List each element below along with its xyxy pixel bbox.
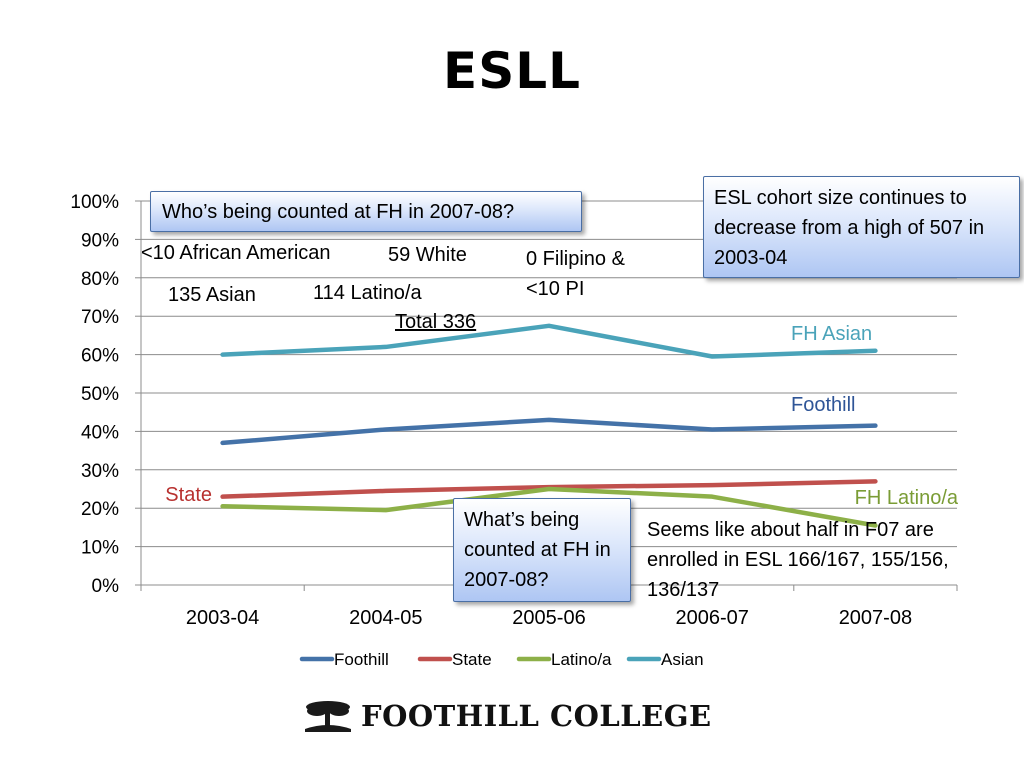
who-counted-callout: Who’s being counted at FH in 2007-08? — [150, 191, 582, 232]
y-tick-label: 30% — [81, 461, 119, 482]
y-tick-label: 100% — [70, 192, 119, 213]
legend-label-foothill: Foothill — [334, 650, 389, 669]
filipino-line-2: <10 PI — [526, 278, 585, 300]
series-line-foothill — [220, 417, 878, 446]
y-tick-label: 50% — [81, 384, 119, 405]
latino-note: 114 Latino/a — [313, 282, 422, 304]
white-note: 59 White — [388, 244, 467, 266]
slide-title: ESLL — [443, 42, 581, 100]
cohort-text: ESL cohort size continues to decrease fr… — [714, 187, 985, 269]
x-tick-label: 2006-07 — [675, 607, 748, 629]
asian-note: 135 Asian — [168, 284, 256, 306]
filipino-note: 0 Filipino & <10 PI — [526, 244, 625, 304]
series-label-latino-a: FH Latino/a — [855, 487, 959, 509]
x-tick-label: 2005-06 — [512, 607, 585, 629]
african-american-note: <10 African American — [141, 242, 331, 264]
x-tick-label: 2004-05 — [349, 607, 422, 629]
series-line-asian — [220, 323, 878, 359]
filipino-line-1: 0 Filipino & — [526, 248, 625, 270]
logo-text: FOOTHILL COLLEGE — [361, 699, 712, 733]
y-tick-label: 40% — [81, 422, 119, 443]
legend-label-state: State — [452, 650, 492, 669]
enrolled-note: Seems like about half in F07 are enrolle… — [647, 519, 949, 601]
x-tick-label: 2007-08 — [839, 607, 912, 629]
y-tick-label: 20% — [81, 499, 119, 520]
foothill-college-logo: FOOTHILL COLLEGE — [303, 696, 712, 736]
who-counted-text: Who’s being counted at FH in 2007-08? — [162, 201, 515, 223]
cohort-callout: ESL cohort size continues to decrease fr… — [703, 176, 1020, 278]
y-tick-label: 80% — [81, 269, 119, 290]
y-tick-label: 70% — [81, 307, 119, 328]
y-tick-label: 90% — [81, 230, 119, 251]
series-label-asian: FH Asian — [791, 323, 872, 345]
x-tick-label: 2003-04 — [186, 607, 259, 629]
series-line-latino-a — [220, 486, 878, 528]
y-tick-label: 0% — [92, 576, 120, 597]
total-note: Total 336 — [395, 311, 477, 333]
y-tick-label: 10% — [81, 538, 119, 559]
series-label-state: State — [165, 484, 212, 506]
series-label-foothill: Foothill — [791, 394, 855, 416]
tree-icon — [305, 701, 351, 732]
legend-label-latino-a: Latino/a — [551, 650, 612, 669]
what-counted-callout: What’s being counted at FH in 2007-08? — [453, 498, 631, 602]
y-tick-label: 60% — [81, 346, 119, 367]
what-counted-text: What’s being counted at FH in 2007-08? — [464, 509, 611, 591]
legend-label-asian: Asian — [661, 650, 704, 669]
